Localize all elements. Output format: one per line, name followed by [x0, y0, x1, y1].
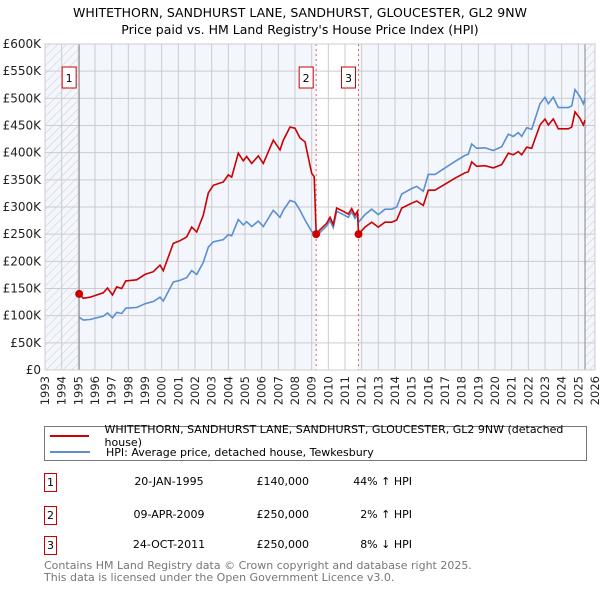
footer-licence: This data is licensed under the Open Gov…	[44, 571, 395, 584]
transaction-marker: 1	[44, 473, 57, 492]
y-tick-label: £150K	[3, 282, 43, 296]
transaction-hpi: 44% ↑ HPI	[353, 475, 412, 488]
x-tick-label: 2007	[271, 376, 285, 405]
sale-label: 1	[66, 72, 73, 85]
footer-copyright: Contains HM Land Registry data © Crown c…	[44, 559, 472, 572]
legend-label-property: WHITETHORN, SANDHURST LANE, SANDHURST, G…	[104, 423, 564, 449]
x-tick-label: 2010	[321, 376, 335, 405]
y-tick-label: £100K	[3, 309, 43, 323]
sale-point	[312, 230, 321, 239]
x-tick-label: 2011	[338, 376, 352, 405]
sale-label-box	[61, 66, 77, 89]
legend-item-property: WHITETHORN, SANDHURST LANE, SANDHURST, G…	[45, 423, 586, 449]
y-tick-label: £200K	[3, 254, 43, 268]
x-tick-label: 2005	[238, 376, 252, 405]
plot-border	[44, 43, 596, 371]
x-tick-label: 2006	[255, 376, 269, 405]
x-tick-label: 2017	[438, 376, 452, 405]
x-tick-label: 2016	[421, 376, 435, 405]
x-tick-label: 1994	[55, 376, 69, 405]
x-tick-label: 2023	[538, 376, 552, 405]
x-tick-label: 2026	[588, 376, 600, 405]
x-tick-label: 2018	[455, 376, 469, 405]
transaction-date: 24-OCT-2011	[132, 538, 206, 551]
sale-point	[354, 230, 363, 239]
sale-label-box	[298, 66, 314, 89]
y-tick-label: £350K	[3, 173, 43, 187]
transaction-marker: 3	[44, 536, 57, 555]
transaction-date: 09-APR-2009	[133, 508, 205, 521]
x-tick-label: 2014	[388, 376, 402, 405]
chart-legend: WHITETHORN, SANDHURST LANE, SANDHURST, G…	[44, 423, 587, 461]
x-tick-label: 2002	[188, 376, 202, 405]
x-tick-label: 2019	[471, 376, 485, 405]
transaction-price: £250,000	[256, 508, 310, 521]
x-tick-label: 2022	[521, 376, 535, 405]
x-tick-label: 2009	[305, 376, 319, 405]
x-tick-label: 2008	[288, 376, 302, 405]
price-chart: 1993 1994 1995 1996 1997 1998 1999 2000 2001 2002…	[3, 37, 600, 405]
legend-swatch-red	[50, 435, 89, 437]
sale-point	[75, 289, 84, 298]
legend-swatch-blue	[50, 451, 90, 453]
series-line-property	[78, 110, 586, 300]
x-tick-label: 2004	[221, 376, 235, 405]
x-tick-label: 2001	[171, 376, 185, 405]
y-tick-label: £600K	[3, 37, 43, 51]
x-tick-label: 2024	[555, 376, 569, 405]
y-tick-label: £50K	[10, 336, 42, 350]
y-tick-label: £550K	[3, 64, 43, 78]
x-tick-label: 1995	[71, 376, 85, 405]
y-tick-label: £450K	[3, 119, 43, 133]
sale-label: 3	[345, 72, 352, 85]
x-tick-label: 2015	[405, 376, 419, 405]
x-tick-label: 1999	[138, 376, 152, 405]
transaction-marker: 2	[44, 506, 57, 525]
sale-label: 2	[303, 72, 310, 85]
transaction-date: 20-JAN-1995	[134, 475, 204, 488]
transaction-hpi: 2% ↑ HPI	[360, 508, 412, 521]
x-tick-label: 1996	[88, 376, 102, 405]
y-tick-label: £500K	[3, 91, 43, 105]
chart-title: WHITETHORN, SANDHURST LANE, SANDHURST, G…	[73, 5, 527, 20]
x-tick-label: 2020	[488, 376, 502, 405]
transaction-price: £250,000	[256, 538, 310, 551]
x-tick-label: 2012	[355, 376, 369, 405]
x-tick-label: 1998	[121, 376, 135, 405]
x-tick-label: 2021	[505, 376, 519, 405]
sale-label-box	[341, 66, 356, 89]
x-tick-label: 2000	[155, 376, 169, 405]
legend-item-hpi: HPI: Average price, detached house, Tewk…	[45, 444, 374, 460]
y-tick-label: £300K	[3, 200, 43, 214]
x-tick-label: 1997	[105, 376, 119, 405]
y-tick-label: £400K	[3, 146, 43, 160]
x-tick-label: 2013	[371, 376, 385, 405]
legend-label-hpi: HPI: Average price, detached house, Tewk…	[106, 445, 374, 459]
transaction-price: £140,000	[256, 475, 310, 488]
chart-subtitle: Price paid vs. HM Land Registry's House …	[121, 22, 479, 37]
x-tick-label: 1993	[38, 376, 52, 405]
x-tick-label: 2025	[571, 376, 585, 405]
y-tick-label: £250K	[3, 227, 43, 241]
transaction-hpi: 8% ↓ HPI	[360, 538, 412, 551]
x-tick-label: 2003	[205, 376, 219, 405]
y-tick-label: £0	[26, 363, 41, 377]
